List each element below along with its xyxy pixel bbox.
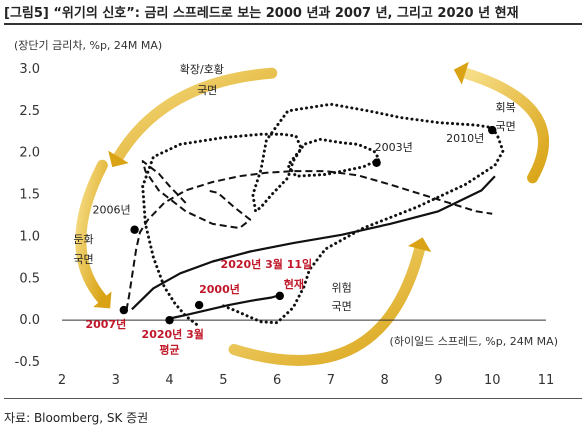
point-marker [194, 300, 204, 310]
x-axis-label: (하이일드 스프레드, %p, 24M MA) [390, 334, 558, 348]
x-tick-label: 11 [538, 373, 555, 388]
series-line-5 [169, 293, 281, 320]
chart-annotation: 확장/호황 [180, 63, 224, 76]
y-tick-label: 0.5 [19, 271, 40, 286]
series-line-3 [125, 170, 493, 311]
chart-annotation: 2020년 3월 11일 [221, 257, 313, 271]
source-note: 자료: Bloomberg, SK 증권 [4, 411, 149, 425]
y-tick-label: 2.0 [19, 146, 40, 161]
y-axis-label: (장단기 금리차, %p, 24M MA) [14, 39, 162, 52]
point-marker [488, 125, 497, 135]
source-divider [4, 398, 582, 399]
x-tick-label: 2 [58, 373, 66, 388]
y-tick-label: 3.0 [19, 62, 40, 77]
x-tick-label: 9 [434, 373, 442, 388]
x-tick-label: 8 [381, 373, 389, 388]
point-label: 2007년 [85, 317, 126, 331]
expansion-to-slowdown-arrow [112, 67, 278, 163]
point-marker [119, 305, 129, 315]
point-label: 2003년 [375, 141, 413, 154]
series-line-4 [131, 175, 496, 311]
x-tick-label: 4 [165, 373, 173, 388]
chart-annotation: 둔화 [73, 233, 93, 246]
y-tick-label: 1.5 [19, 188, 40, 203]
point-marker [165, 315, 174, 325]
expansion-to-slowdown-arrow-head [108, 150, 129, 168]
chart-annotation: 위험 [332, 282, 352, 295]
risk-to-recovery-arrow-head [407, 237, 432, 252]
chart-annotation: 국면 [332, 300, 352, 313]
point-label: 2000년 [199, 282, 240, 296]
x-tick-label: 5 [219, 373, 227, 388]
point-label: 2006년 [92, 204, 130, 217]
chart-annotation: 국면 [496, 120, 516, 133]
recovery-to-expansion-arrow [459, 67, 550, 184]
chart-annotation: 평균 [159, 343, 179, 357]
point-label: 2020년 3월 [142, 327, 204, 341]
x-tick-label: 3 [112, 373, 120, 388]
recovery-to-expansion-arrow-head [453, 61, 469, 85]
chart-annotation: 국면 [197, 84, 217, 97]
point-marker [275, 291, 284, 301]
chart-annotation: 회복 [496, 101, 516, 114]
y-tick-label: 2.5 [19, 104, 40, 119]
series-line-2 [141, 160, 252, 230]
point-marker [372, 158, 381, 167]
y-tick-label: -0.5 [15, 355, 40, 370]
slowdown-to-trough-arrow-head [93, 291, 112, 309]
title-divider [4, 23, 582, 25]
x-tick-label: 7 [327, 373, 335, 388]
y-tick-label: 1.0 [19, 229, 40, 244]
point-label: 현재 [284, 277, 304, 291]
slowdown-to-trough-arrow [75, 159, 108, 305]
risk-to-recovery-arrow [228, 243, 426, 366]
point-label: 2010년 [446, 132, 484, 145]
x-tick-label: 10 [484, 373, 501, 388]
chart-title: [그림5] “위기의 신호”: 금리 스프레드로 보는 2000 년과 2007… [4, 6, 519, 21]
chart-annotation: 국면 [73, 253, 93, 266]
point-marker [130, 225, 139, 234]
y-tick-label: 0.0 [19, 313, 40, 328]
x-tick-label: 6 [273, 373, 281, 388]
